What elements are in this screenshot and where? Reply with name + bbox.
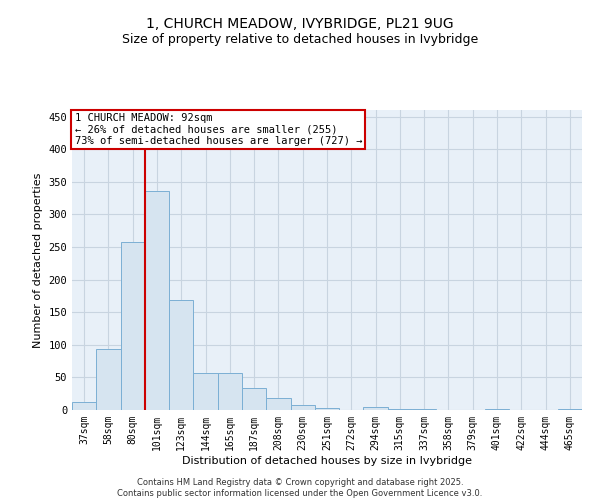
Bar (145, 191, 169, 410)
Bar (72, 402, 96, 410)
Text: 1 CHURCH MEADOW: 92sqm
← 26% of detached houses are smaller (255)
73% of semi-de: 1 CHURCH MEADOW: 92sqm ← 26% of detached… (74, 113, 362, 146)
Bar (266, 398, 290, 410)
Y-axis label: Number of detached properties: Number of detached properties (33, 172, 43, 348)
Bar (169, 300, 193, 410)
Text: 1, CHURCH MEADOW, IVYBRIDGE, PL21 9UG: 1, CHURCH MEADOW, IVYBRIDGE, PL21 9UG (146, 18, 454, 32)
Bar (96, 350, 121, 410)
Bar (290, 406, 315, 410)
Text: Size of property relative to detached houses in Ivybridge: Size of property relative to detached ho… (122, 32, 478, 46)
Text: Contains HM Land Registry data © Crown copyright and database right 2025.
Contai: Contains HM Land Registry data © Crown c… (118, 478, 482, 498)
Bar (193, 373, 218, 410)
Bar (242, 388, 266, 410)
Bar (364, 408, 388, 410)
Bar (218, 373, 242, 410)
Bar (121, 242, 145, 410)
Bar (315, 408, 339, 410)
X-axis label: Distribution of detached houses by size in Ivybridge: Distribution of detached houses by size … (182, 456, 472, 466)
